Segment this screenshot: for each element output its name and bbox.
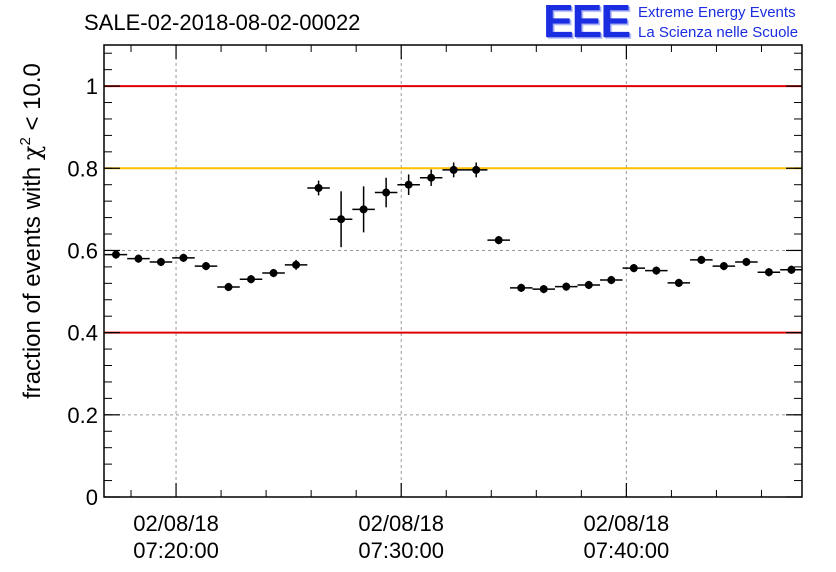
x-axis-ticks: 02/08/1807:20:0002/08/1807:30:0002/08/18… bbox=[130, 45, 762, 563]
data-point bbox=[442, 162, 465, 178]
data-marker bbox=[517, 283, 526, 292]
data-point bbox=[532, 284, 555, 294]
data-marker bbox=[742, 257, 751, 266]
y-axis-label: fraction of events with χ2 < 10.0 bbox=[17, 63, 46, 399]
data-marker bbox=[359, 205, 368, 214]
x-tick-date-label: 02/08/18 bbox=[584, 511, 670, 536]
y-tick-label: 1 bbox=[86, 74, 98, 99]
data-point bbox=[172, 253, 195, 262]
y-tick-label: 0.2 bbox=[67, 403, 98, 428]
data-marker bbox=[674, 278, 683, 287]
data-marker bbox=[764, 268, 773, 277]
y-tick-label: 0 bbox=[86, 485, 98, 510]
data-point bbox=[712, 261, 736, 271]
data-marker bbox=[539, 285, 548, 294]
data-point bbox=[307, 180, 330, 196]
data-marker bbox=[719, 262, 728, 271]
data-point bbox=[352, 186, 375, 233]
data-point bbox=[397, 174, 420, 195]
data-point bbox=[600, 275, 623, 285]
data-marker bbox=[179, 253, 188, 262]
data-point bbox=[464, 162, 488, 178]
y-axis-label-chi: χ bbox=[18, 145, 46, 160]
data-point bbox=[735, 257, 758, 267]
data-marker bbox=[111, 250, 120, 259]
data-point bbox=[284, 259, 308, 270]
data-point bbox=[329, 191, 353, 248]
data-point bbox=[509, 283, 533, 292]
plot-frame bbox=[103, 44, 803, 498]
chart-title: SALE-02-2018-08-02-00022 bbox=[84, 10, 361, 35]
data-marker bbox=[494, 236, 503, 245]
data-points bbox=[104, 162, 803, 294]
y-axis-label-superscript: 2 bbox=[17, 137, 34, 145]
data-marker bbox=[472, 165, 481, 174]
data-point bbox=[645, 266, 668, 275]
data-point bbox=[577, 280, 601, 290]
data-marker bbox=[404, 180, 413, 189]
data-marker bbox=[562, 282, 571, 291]
x-tick-time-label: 07:20:00 bbox=[133, 538, 219, 563]
eee-logo: EEE Extreme Energy Events La Scienza nel… bbox=[543, 0, 833, 47]
x-tick-time-label: 07:30:00 bbox=[358, 538, 444, 563]
data-marker bbox=[314, 183, 323, 192]
data-point bbox=[149, 257, 173, 267]
data-point bbox=[780, 265, 803, 274]
data-point bbox=[554, 282, 578, 291]
data-marker bbox=[247, 275, 256, 284]
y-axis-label-prefix: fraction of events with bbox=[19, 160, 46, 399]
logo-line-extreme-energy-events: Extreme Energy Events bbox=[638, 4, 796, 21]
reference-lines bbox=[104, 85, 802, 334]
data-point bbox=[419, 169, 443, 186]
eee-logo-mark: EEE bbox=[543, 0, 631, 47]
logo-line-scienza-scuole: La Scienza nelle Scuole bbox=[638, 24, 799, 41]
data-point bbox=[127, 254, 150, 263]
y-tick-label: 0.4 bbox=[67, 321, 98, 346]
x-tick-date-label: 02/08/18 bbox=[133, 511, 219, 536]
data-marker bbox=[269, 269, 278, 278]
y-axis-ticks: 0 0.2 0.4 0.6 0.8 1 bbox=[67, 52, 802, 510]
data-point bbox=[217, 282, 240, 292]
data-marker bbox=[201, 262, 210, 271]
data-marker bbox=[134, 254, 143, 263]
data-point bbox=[690, 255, 713, 265]
data-marker bbox=[382, 188, 391, 197]
y-tick-label: 0.6 bbox=[67, 238, 98, 263]
data-marker bbox=[224, 283, 233, 292]
data-point bbox=[757, 268, 781, 277]
data-point bbox=[374, 177, 398, 208]
y-axis-label-suffix: < 10.0 bbox=[19, 63, 46, 137]
data-point bbox=[239, 275, 263, 284]
x-tick-time-label: 07:40:00 bbox=[584, 538, 670, 563]
data-marker bbox=[427, 173, 436, 182]
data-point bbox=[194, 261, 218, 271]
data-point bbox=[487, 236, 510, 245]
data-marker bbox=[629, 264, 638, 273]
grid-lines bbox=[104, 45, 802, 497]
data-point bbox=[667, 278, 691, 288]
data-marker bbox=[292, 260, 301, 269]
data-marker bbox=[697, 255, 706, 264]
data-marker bbox=[607, 276, 616, 285]
data-point bbox=[622, 264, 646, 273]
data-point bbox=[104, 250, 128, 259]
data-point bbox=[262, 268, 285, 278]
data-marker bbox=[156, 257, 165, 266]
data-marker bbox=[449, 165, 458, 174]
x-tick-date-label: 02/08/18 bbox=[358, 511, 444, 536]
data-marker bbox=[337, 215, 346, 224]
data-marker bbox=[584, 280, 593, 289]
data-marker bbox=[652, 266, 661, 275]
y-tick-label: 0.8 bbox=[67, 156, 98, 181]
data-marker bbox=[787, 265, 796, 274]
